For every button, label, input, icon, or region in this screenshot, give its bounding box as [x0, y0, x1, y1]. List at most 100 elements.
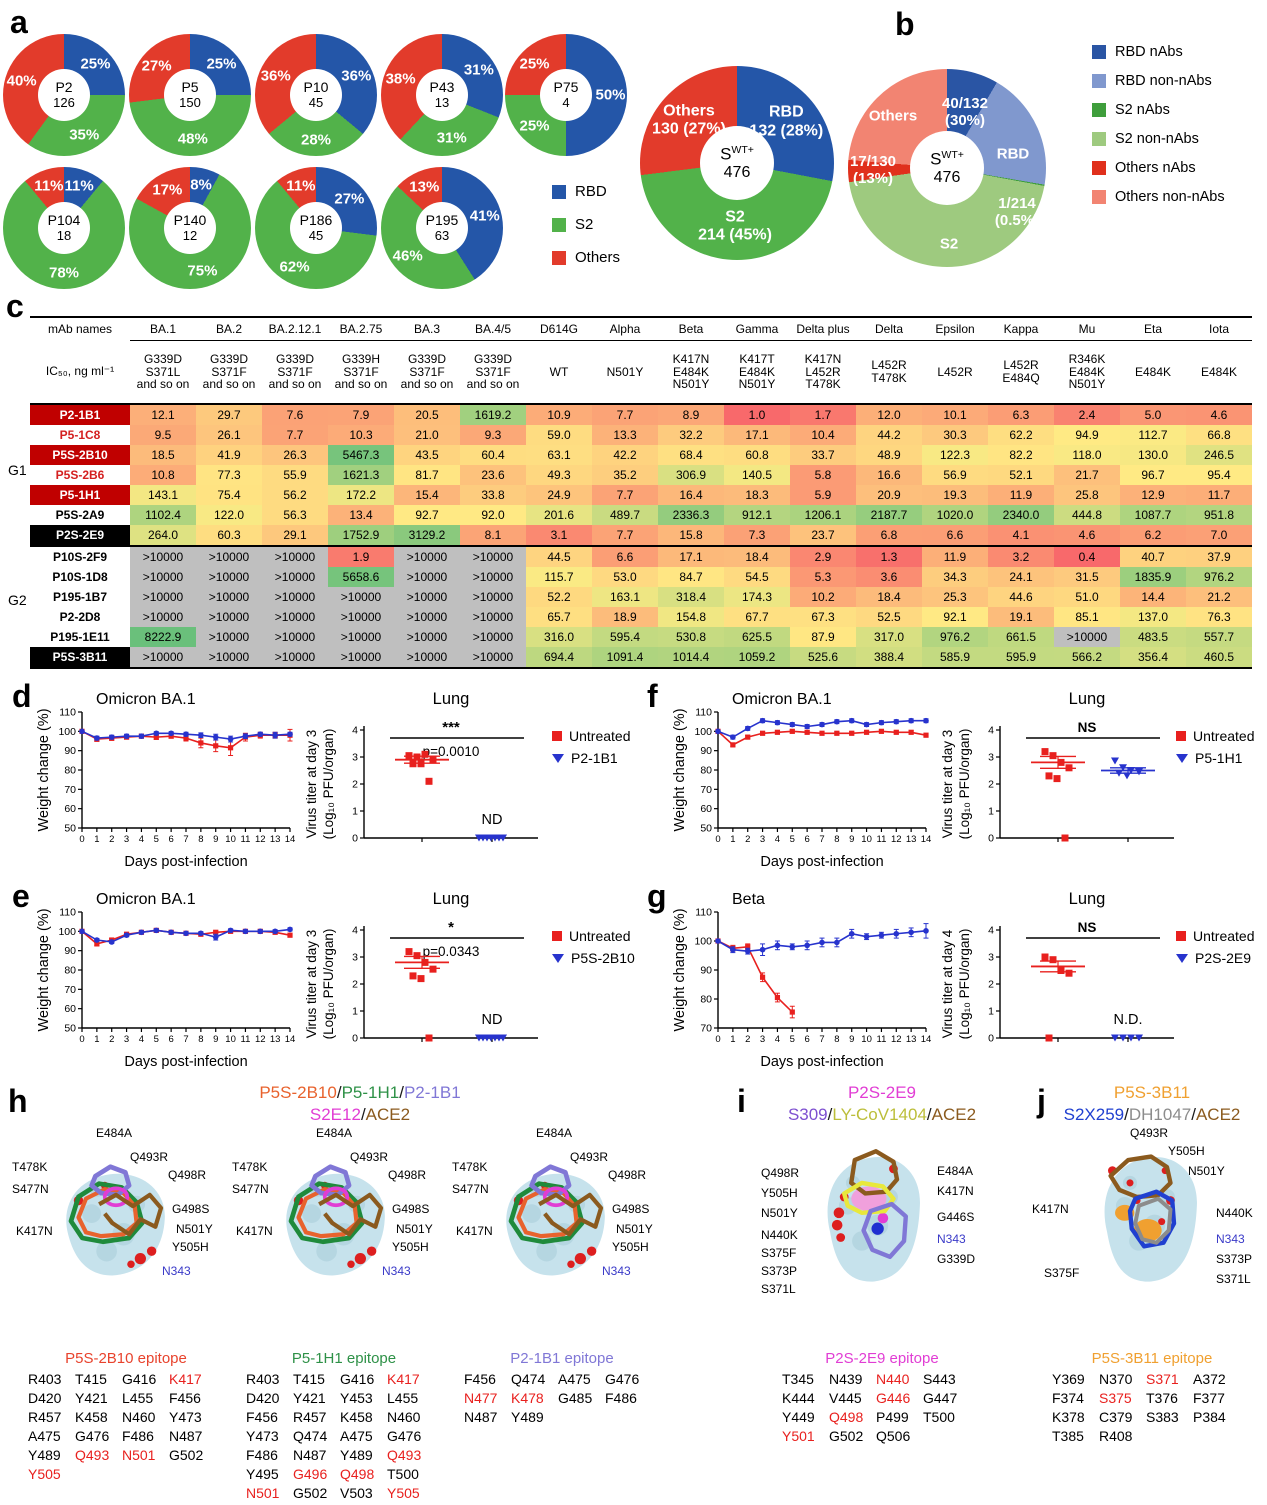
legend-item-Untreated: Untreated: [552, 728, 630, 744]
mab-name-P2-2D8: P2-2D8: [30, 607, 130, 627]
mutation-label-T478K: T478K: [232, 1160, 268, 1174]
mutation-label-K417N: K417N: [236, 1224, 273, 1238]
table-row-P2-2D8: P2-2D8 >10000 >10000 >10000 >10000 >10000 >100…: [30, 607, 1252, 627]
ic50-cell: 21.0: [394, 425, 460, 445]
pie-center-label: P2 126: [38, 69, 90, 121]
ic50-cell: 21.2: [1186, 587, 1252, 607]
table-row-P195-1B7: P195-1B7 >10000 >10000 >10000 >10000 >10000 >1…: [30, 587, 1252, 607]
panel-j-title: P5S-3B11 S2X259/DH1047/ACE2: [1064, 1082, 1241, 1126]
svg-text:2: 2: [745, 1034, 750, 1045]
mab-name-P5S-2A9: P5S-2A9: [30, 505, 130, 525]
rbd-structure-render: [490, 1148, 622, 1303]
rbd-structure-render: [1086, 1140, 1218, 1303]
pie-b-label: Others: [868, 107, 918, 125]
ic50-cell: 55.9: [262, 465, 328, 485]
svg-text:0: 0: [988, 1033, 994, 1045]
ic50-cell: >10000: [394, 627, 460, 647]
residue-Y505: Y505: [387, 1485, 420, 1501]
title-part: S2X259: [1063, 1105, 1125, 1125]
table-row-P5S-2A9: P5S-2A9 1102.4 122.0 56.3 13.4 92.7 92.0 201.6 4…: [30, 505, 1252, 525]
ic50-cell: >10000: [196, 647, 262, 669]
legend-item-Untreated: Untreated: [1176, 928, 1254, 944]
panel-f-letter: f: [647, 678, 658, 714]
svg-text:*: *: [448, 919, 454, 936]
ic50-cell: 24.9: [526, 485, 592, 505]
svg-text:13: 13: [906, 1034, 917, 1045]
ic50-cell: >10000: [328, 607, 394, 627]
svg-text:Weight change (%): Weight change (%): [672, 708, 688, 831]
ic50-cell: 154.8: [658, 607, 724, 627]
ic50-cell: 8.9: [658, 404, 724, 425]
svg-text:8: 8: [834, 1034, 839, 1045]
structure-h-3: T478K S477N K417N E484A Q493R Q498R G498S N501Y…: [452, 1126, 667, 1318]
residue-F456: F456: [246, 1409, 278, 1425]
ic50-cell: >10000: [196, 567, 262, 587]
svg-text:NS: NS: [1078, 920, 1097, 935]
ic50-cell: 10.4: [790, 425, 856, 445]
epitope-title: P5S-3B11 epitope: [1091, 1350, 1213, 1367]
ic50-cell: >10000: [130, 587, 196, 607]
residue-K417: K417: [169, 1371, 202, 1387]
svg-text:2: 2: [988, 979, 994, 991]
ic50-cell: 54.5: [724, 567, 790, 587]
variant-name: BA.3: [394, 316, 460, 341]
pie-b-label: 1/214 (0.5%): [994, 194, 1040, 229]
residue-K444: K444: [782, 1390, 815, 1406]
legend-swatch: [1092, 132, 1106, 146]
ic50-cell: 6.8: [856, 525, 922, 546]
mutation-label-S477N: S477N: [452, 1182, 489, 1196]
mutation-label-S371L: S371L: [1216, 1272, 1251, 1286]
ic50-cell: 7.6: [262, 404, 328, 425]
ic50-cell: 11.7: [1186, 485, 1252, 505]
ic50-cell: 19.1: [988, 607, 1054, 627]
ic50-cell: 3.6: [856, 567, 922, 587]
ic50-cell: 318.4: [658, 587, 724, 607]
ic50-cell: >10000: [460, 587, 526, 607]
ic50-cell: 356.4: [1120, 647, 1186, 669]
ic50-cell: >10000: [460, 567, 526, 587]
residue-N460: N460: [387, 1409, 421, 1425]
pie-center-label: SWT+ 476: [700, 126, 774, 200]
legend-item-S2: S2: [552, 216, 620, 233]
epitope-list-p5s-2b10: P5S-2B10 epitope R403 T415 G416 K417 D420 Y421…: [28, 1350, 224, 1484]
panel-e-letter: e: [12, 878, 30, 914]
ic50-cell: 29.7: [196, 404, 262, 425]
residue-S383: S383: [1146, 1409, 1179, 1425]
ic50-cell: 43.5: [394, 445, 460, 465]
residue-Q493: Q493: [387, 1447, 422, 1463]
ic50-cell: 35.2: [592, 465, 658, 485]
ic50-cell: >10000: [394, 545, 460, 567]
svg-text:11: 11: [240, 1034, 250, 1045]
variant-mutations: K417N E484K N501Y: [658, 340, 724, 405]
legend-swatch: [1092, 103, 1106, 117]
variant-mutations: WT: [526, 340, 592, 405]
legend-label: Untreated: [569, 928, 631, 944]
variant-name: Iota: [1186, 316, 1252, 341]
triangle-marker: [552, 753, 564, 763]
ic50-cell: 29.1: [262, 525, 328, 546]
epitope-list-p2s-2e9: P2S-2E9 epitope T345 N439 N440 S443 K444 V445 G…: [782, 1350, 982, 1446]
residue-K478: K478: [511, 1390, 544, 1406]
pie-b-label: RBD: [996, 145, 1030, 163]
svg-text:2: 2: [352, 979, 358, 991]
residue-Y473: Y473: [246, 1428, 279, 1444]
legend-item-S2 non-nAbs: S2 non-nAbs: [1092, 131, 1225, 147]
mutation-label-G339D: G339D: [937, 1252, 976, 1266]
ic50-cell: 1752.9: [328, 525, 394, 546]
pie-slice-label: 35%: [69, 126, 100, 144]
ic50-cell: 530.8: [658, 627, 724, 647]
mutation-label-S375F: S375F: [1044, 1266, 1080, 1280]
svg-text:Lung: Lung: [1069, 690, 1106, 708]
chart-legend-e: Untreated P5S-2B10: [552, 928, 635, 972]
table-row-P5S-2B10: P5S-2B10 18.5 41.9 26.3 5467.3 43.5 60.4 63.1 42…: [30, 445, 1252, 465]
svg-text:3: 3: [352, 952, 358, 964]
ic50-cell: 5.0: [1120, 404, 1186, 425]
residue-G476: G476: [75, 1428, 110, 1444]
ic50-cell: 130.0: [1120, 445, 1186, 465]
residue-N501: N501: [122, 1447, 156, 1463]
residue-V445: V445: [829, 1390, 862, 1406]
pie-slice-label: 11%: [286, 177, 316, 195]
table-row-P2S-2E9: P2S-2E9 264.0 60.3 29.1 1752.9 3129.2 8.1 3.1 7.…: [30, 525, 1252, 546]
ic50-cell: 52.1: [988, 465, 1054, 485]
legend-item-Others: Others: [552, 249, 620, 266]
